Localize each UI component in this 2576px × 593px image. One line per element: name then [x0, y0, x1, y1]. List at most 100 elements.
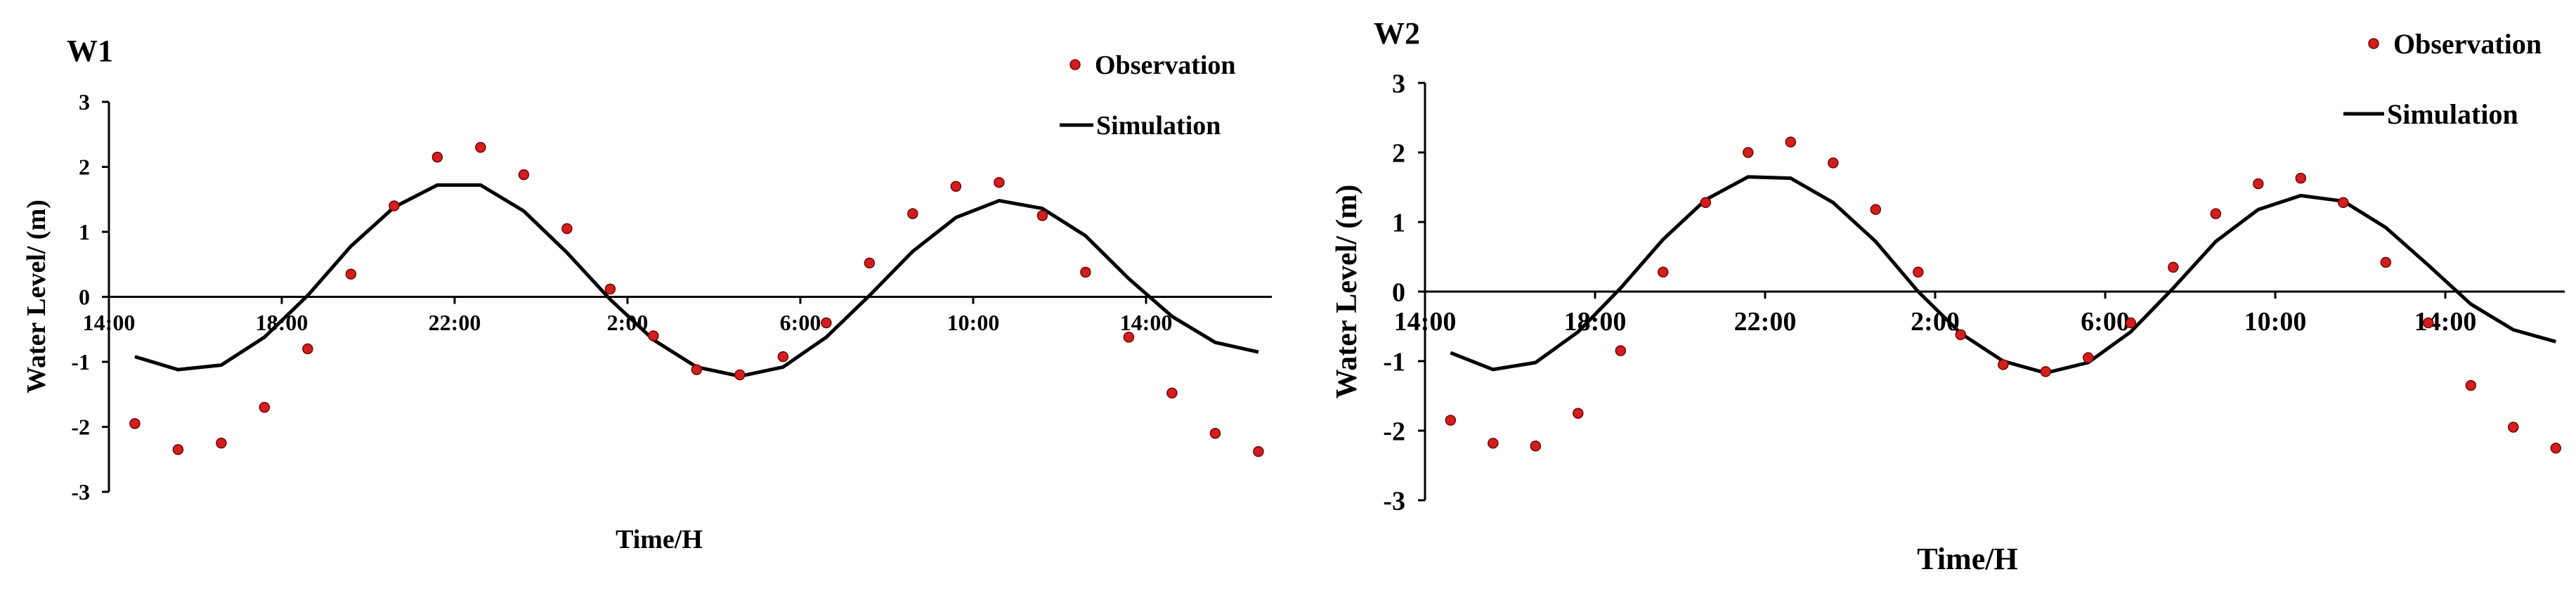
x-tick-label: 22:00	[429, 310, 481, 335]
y-tick-label: -3	[1383, 486, 1405, 516]
observation-point	[604, 283, 616, 295]
y-tick-label: 0	[79, 285, 90, 310]
legend-observation-marker	[1069, 59, 1081, 70]
observation-point	[216, 437, 227, 449]
y-tick-label: 3	[79, 89, 90, 115]
observation-point	[345, 268, 357, 280]
y-tick-label: 1	[79, 219, 90, 245]
chart-w2: W2 -3 -2 -1 0 1 2 3 14:00 18:00 22:00 2:00 6:00 10:…	[1331, 16, 2565, 576]
chart-title: W1	[67, 34, 113, 68]
x-tick-label: 2:00	[1911, 307, 1960, 337]
legend: Observation Simulation	[1060, 51, 1236, 141]
observation-point	[691, 364, 703, 375]
observation-point	[2040, 366, 2052, 377]
observation-point	[1209, 428, 1221, 439]
observation-point	[1036, 210, 1048, 221]
observation-points	[1445, 136, 2562, 454]
observation-point	[1998, 359, 2009, 370]
y-tick-group: -3 -2 -1 0 1 2 3	[1383, 69, 1425, 516]
observation-point	[2423, 317, 2434, 329]
y-tick-label: -2	[1383, 417, 1405, 446]
x-tick-label: 10:00	[947, 310, 1000, 335]
observation-point	[1253, 445, 1264, 457]
y-axis-label: Water Level/ (m)	[22, 200, 51, 393]
observation-point	[2125, 317, 2137, 329]
observation-point	[821, 317, 832, 329]
observation-point	[475, 142, 486, 153]
observation-point	[907, 208, 918, 219]
observation-point	[648, 330, 659, 341]
observation-point	[172, 444, 184, 455]
observation-point	[1955, 329, 1967, 341]
observation-point	[2508, 422, 2519, 433]
observation-point	[2168, 261, 2179, 273]
observation-point	[1615, 345, 1627, 356]
observation-point	[2295, 172, 2307, 184]
y-tick-label: -2	[71, 415, 90, 440]
observation-point	[1658, 266, 1669, 278]
legend-observation-label: Observation	[2393, 28, 2542, 60]
observation-point	[302, 343, 313, 355]
observation-point	[1123, 332, 1135, 343]
x-tick-label: 6:00	[2081, 307, 2130, 337]
observation-point	[1530, 441, 1542, 452]
observation-points	[129, 142, 1264, 457]
observation-point	[1166, 387, 1178, 399]
y-tick-label: 2	[1392, 138, 1405, 168]
x-axis-label: Time/H	[616, 525, 703, 554]
observation-point	[2210, 208, 2222, 219]
legend-simulation-label: Simulation	[1096, 111, 1221, 141]
observation-point	[129, 418, 141, 429]
x-tick-label: 18:00	[1564, 307, 1627, 337]
chart-title: W2	[1374, 16, 1420, 51]
y-axis-label: Water Level/ (m)	[1331, 185, 1363, 399]
observation-point	[1488, 438, 1499, 449]
x-tick-group: 14:00 18:00 22:00 2:00 6:00 10:00 14:00	[83, 296, 1173, 335]
observation-point	[777, 351, 789, 363]
observation-point	[389, 200, 400, 211]
observation-point	[561, 223, 573, 235]
simulation-line	[1450, 175, 2556, 375]
legend: Observation Simulation	[2343, 28, 2542, 130]
x-tick-label: 14:00	[1394, 307, 1457, 337]
y-tick-label: 1	[1392, 208, 1405, 237]
observation-point	[2550, 443, 2562, 454]
observation-point	[1445, 415, 1457, 426]
x-axis-label: Time/H	[1917, 542, 2017, 576]
observation-point	[994, 176, 1005, 188]
observation-point	[1913, 266, 1924, 278]
observation-point	[518, 169, 530, 181]
observation-point	[864, 257, 876, 269]
x-tick-label: 10:00	[2244, 307, 2307, 337]
y-tick-group: -3 -2 -1 0 1 2 3	[71, 89, 109, 504]
y-tick-label: 2	[79, 155, 90, 180]
observation-point	[1700, 197, 1712, 209]
legend-simulation-label: Simulation	[2387, 98, 2518, 130]
observation-point	[2083, 352, 2094, 363]
observation-point	[1828, 157, 1839, 169]
observation-point	[1743, 147, 1754, 158]
y-tick-label: 0	[1392, 278, 1405, 307]
x-tick-label: 14:00	[1120, 310, 1173, 335]
observation-point	[2465, 379, 2477, 391]
observation-point	[2338, 197, 2349, 209]
x-tick-label: 14:00	[83, 310, 136, 335]
observation-point	[1573, 408, 1584, 419]
observation-point	[1870, 204, 1882, 215]
y-tick-label: -3	[71, 479, 90, 504]
x-tick-group: 14:00 18:00 22:00 2:00 6:00 10:00 14:00	[1394, 292, 2476, 337]
observation-point	[1080, 266, 1091, 278]
observation-point	[734, 369, 746, 381]
observation-point	[431, 151, 443, 163]
observation-point	[1785, 136, 1797, 148]
y-tick-label: -1	[1383, 347, 1405, 377]
observation-point	[2253, 178, 2264, 190]
x-tick-label: 22:00	[1734, 307, 1797, 337]
observation-point	[2380, 256, 2392, 268]
legend-observation-marker	[2368, 38, 2379, 49]
observation-point	[950, 181, 962, 192]
observation-point	[259, 402, 271, 413]
legend-observation-label: Observation	[1095, 51, 1236, 80]
